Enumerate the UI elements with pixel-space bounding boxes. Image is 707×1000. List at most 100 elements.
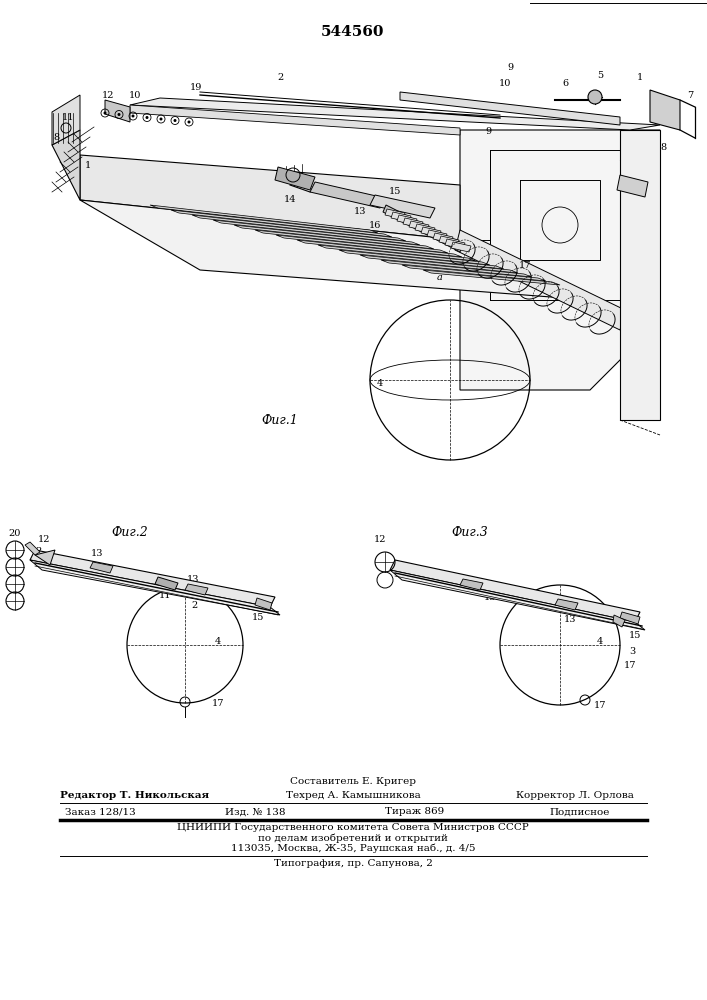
Polygon shape [310,182,385,208]
Polygon shape [403,218,423,228]
Polygon shape [555,599,578,610]
Polygon shape [381,260,532,277]
Polygon shape [400,92,620,125]
Polygon shape [35,550,55,565]
Polygon shape [25,542,40,555]
Text: Изд. № 138: Изд. № 138 [225,808,285,816]
Polygon shape [397,215,417,225]
Text: 13: 13 [563,615,576,624]
Text: 19: 19 [189,84,202,93]
Text: a: a [437,272,443,282]
Polygon shape [370,195,435,218]
Circle shape [132,114,134,117]
Polygon shape [421,227,441,237]
Text: Подписное: Подписное [550,808,610,816]
Text: 16: 16 [369,221,381,230]
Polygon shape [390,560,640,622]
Circle shape [103,111,107,114]
Polygon shape [192,215,406,241]
Text: 14: 14 [284,196,296,205]
Text: 5: 5 [597,70,603,80]
Polygon shape [613,615,625,627]
Polygon shape [30,550,275,607]
Text: 2: 2 [191,601,197,610]
Polygon shape [650,90,680,130]
Polygon shape [52,130,80,200]
Polygon shape [185,584,208,595]
Polygon shape [423,270,560,285]
Text: 11: 11 [62,113,74,122]
Text: 2: 2 [277,74,283,83]
Text: 9: 9 [485,127,491,136]
Polygon shape [52,95,80,145]
Text: 10: 10 [69,564,81,572]
Text: 12: 12 [37,536,50,544]
Polygon shape [297,240,476,261]
Polygon shape [390,570,645,630]
Polygon shape [385,209,405,219]
Polygon shape [617,175,648,197]
Text: по делам изобретений и открытий: по делам изобретений и открытий [258,833,448,843]
Polygon shape [234,225,434,249]
Polygon shape [439,236,459,246]
Text: 17: 17 [519,260,531,269]
Polygon shape [318,245,490,265]
Text: 1: 1 [637,74,643,83]
Text: 8: 8 [53,133,59,142]
Text: 4: 4 [215,638,221,647]
Polygon shape [451,242,471,252]
Polygon shape [409,221,429,231]
Circle shape [173,119,177,122]
Polygon shape [402,265,546,281]
Circle shape [117,113,120,116]
Polygon shape [415,224,435,234]
Text: 3: 3 [385,238,391,247]
Text: Техред А. Камышникова: Техред А. Камышникова [286,790,421,800]
Polygon shape [360,255,518,273]
Polygon shape [213,220,420,245]
Text: 17: 17 [624,660,636,670]
Text: 544560: 544560 [321,25,385,39]
Text: 4: 4 [377,378,383,387]
Circle shape [160,117,163,120]
Polygon shape [460,579,483,590]
Polygon shape [171,210,392,237]
Polygon shape [255,598,272,610]
Text: 15: 15 [389,188,401,196]
Polygon shape [150,205,378,233]
Text: Типография, пр. Сапунова, 2: Типография, пр. Сапунова, 2 [274,859,433,868]
Polygon shape [391,212,411,222]
Polygon shape [255,230,448,253]
Polygon shape [90,562,113,573]
Polygon shape [383,205,463,252]
Polygon shape [30,560,280,615]
Text: 11: 11 [428,576,441,584]
Text: 1: 1 [85,161,91,170]
Circle shape [187,120,190,123]
Polygon shape [460,130,660,390]
Circle shape [146,116,148,119]
Text: 18: 18 [623,170,635,180]
Text: 6: 6 [562,79,568,88]
Polygon shape [427,230,447,240]
Polygon shape [105,100,130,122]
Text: Корректор Л. Орлова: Корректор Л. Орлова [516,790,634,800]
Text: 113035, Москва, Ж-35, Раушская наб., д. 4/5: 113035, Москва, Ж-35, Раушская наб., д. … [230,843,475,853]
Text: 4: 4 [597,638,603,647]
Polygon shape [433,233,453,243]
Text: ЦНИИПИ Государственного комитета Совета Министров СССР: ЦНИИПИ Государственного комитета Совета … [177,824,529,832]
Polygon shape [155,577,178,590]
Text: 8: 8 [660,142,666,151]
Text: 7: 7 [687,92,693,101]
Text: Фиг.3: Фиг.3 [452,526,489,538]
Text: 10: 10 [499,80,511,89]
Polygon shape [276,235,462,257]
Text: 13: 13 [354,208,366,217]
Text: 9: 9 [507,64,513,73]
Text: 13: 13 [484,593,496,602]
Polygon shape [620,130,660,420]
Polygon shape [130,105,460,135]
Text: Тираж 869: Тираж 869 [385,808,445,816]
Polygon shape [275,167,315,190]
Circle shape [588,90,602,104]
